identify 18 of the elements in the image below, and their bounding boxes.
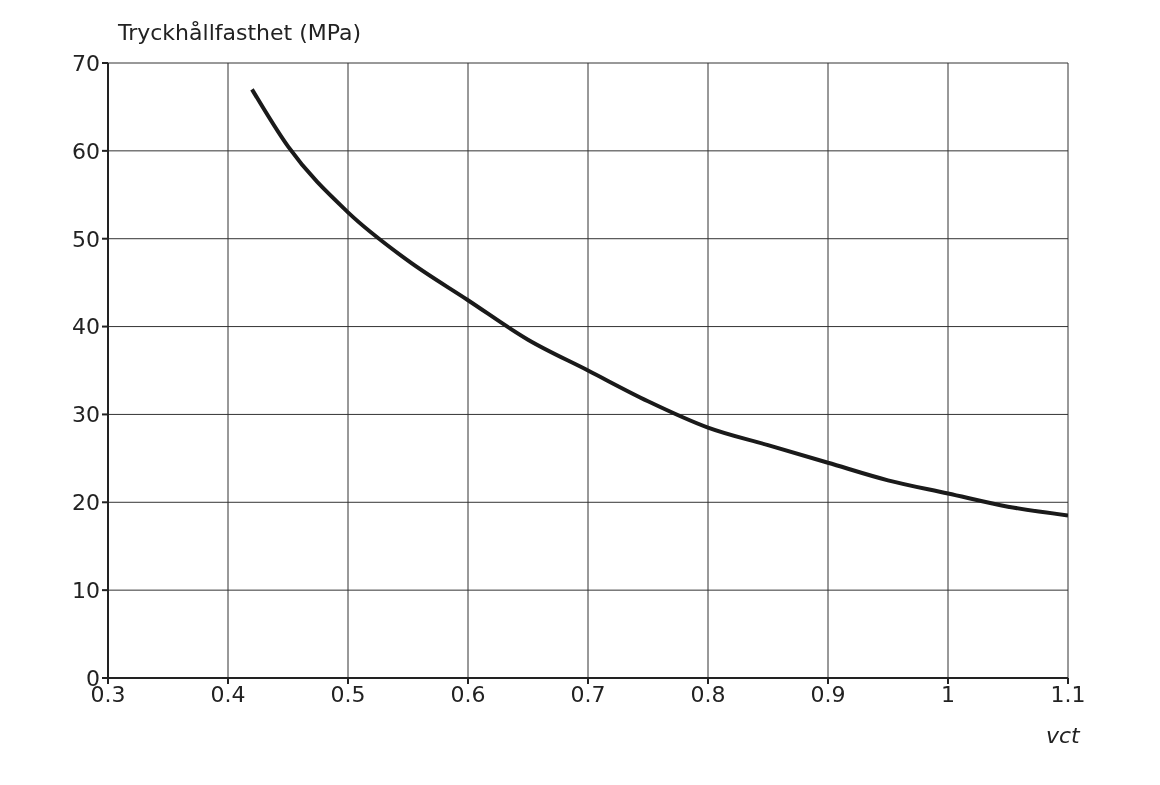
x-tick-label: 0.9 [810, 681, 846, 707]
y-tick-label: 10 [72, 577, 100, 603]
y-tick-label: 40 [72, 314, 100, 340]
x-tick-label: 0.8 [690, 681, 726, 707]
x-tick-label: 1 [941, 681, 955, 707]
line-series [250, 87, 1068, 518]
y-axis-title: Tryckhållfasthet (MPa) [118, 20, 362, 45]
x-tick-label: 0.4 [210, 681, 246, 707]
x-axis-title: vct [1046, 723, 1080, 748]
x-tick-label: 1.1 [1050, 681, 1086, 707]
x-tick-label: 0.6 [450, 681, 486, 707]
y-tick-label: 50 [72, 226, 100, 252]
y-tick-label: 60 [72, 138, 100, 164]
x-tick-label: 0.7 [570, 681, 606, 707]
y-tick-label: 20 [72, 490, 100, 516]
y-tick-label: 30 [72, 402, 100, 428]
x-tick-label: 0.5 [330, 681, 366, 707]
y-tick-label: 70 [72, 50, 100, 76]
